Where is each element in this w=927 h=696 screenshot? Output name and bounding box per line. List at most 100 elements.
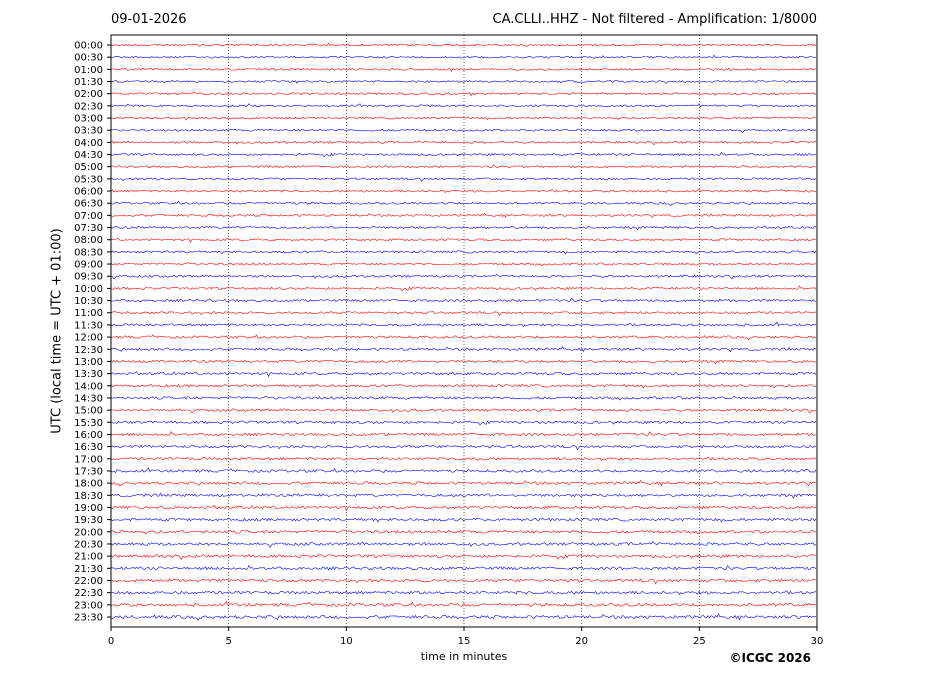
x-axis-label: time in minutes (420, 650, 508, 663)
y-tick-label-29: 14:30 (74, 393, 103, 404)
y-tick-label-11: 05:30 (74, 174, 103, 185)
y-tick-label-1: 00:30 (74, 53, 103, 64)
y-tick-label-27: 13:30 (74, 369, 103, 380)
y-tick-label-8: 04:00 (74, 138, 103, 149)
y-tick-label-14: 07:00 (74, 211, 103, 222)
trace-1200 (110, 334, 817, 341)
y-tick-label-3: 01:30 (74, 77, 103, 88)
y-tick-label-5: 02:30 (74, 101, 103, 112)
y-tick-label-31: 15:30 (74, 418, 103, 429)
plot-frame (110, 34, 818, 628)
trace-0730 (110, 225, 817, 231)
trace-0630 (110, 200, 817, 207)
trace-1800 (110, 479, 817, 487)
trace-1730 (110, 467, 817, 474)
y-tick-label-4: 02:00 (74, 89, 103, 100)
y-tick-label-7: 03:30 (74, 126, 103, 137)
trace-0130 (110, 79, 817, 84)
trace-2100 (110, 553, 817, 560)
trace-0800 (110, 238, 817, 243)
y-tick-label-0: 00:00 (74, 41, 103, 52)
trace-1330 (110, 371, 817, 378)
trace-0700 (110, 212, 817, 219)
y-tick-label-15: 07:30 (74, 223, 103, 234)
trace-1130 (110, 321, 817, 328)
y-tick-label-43: 21:30 (74, 564, 103, 575)
copyright-label: ©ICGC 2026 (729, 651, 811, 665)
trace-1600 (110, 431, 817, 437)
y-tick-label-20: 10:00 (74, 284, 103, 295)
y-tick-label-22: 11:00 (74, 308, 103, 319)
y-axis-label: UTC (local time = UTC + 01:00) (49, 228, 65, 434)
y-tick-label-16: 08:00 (74, 235, 103, 246)
trace-1900 (110, 504, 817, 512)
trace-1230 (110, 346, 817, 353)
y-tick-label-18: 09:00 (74, 260, 103, 271)
y-tick-label-2: 01:00 (74, 65, 103, 76)
seismic-traces (110, 42, 817, 621)
y-tick-label-41: 20:30 (74, 539, 103, 550)
x-tick-label-0: 0 (108, 636, 114, 647)
y-tick-label-10: 05:00 (74, 162, 103, 173)
trace-0430 (110, 151, 817, 158)
y-tick-label-26: 13:00 (74, 357, 103, 368)
trace-1630 (110, 444, 817, 451)
y-tick-label-12: 06:00 (74, 187, 103, 198)
y-tick-label-24: 12:00 (74, 333, 103, 344)
x-axis-ticks: 0 5 10 15 20 25 30 (108, 627, 824, 647)
trace-0400 (110, 140, 817, 146)
y-tick-label-46: 23:00 (74, 600, 103, 611)
trace-2230 (110, 590, 817, 596)
y-tick-label-21: 10:30 (74, 296, 103, 307)
trace-0000 (110, 42, 817, 48)
y-tick-label-38: 19:00 (74, 503, 103, 514)
y-tick-label-28: 14:00 (74, 381, 103, 392)
y-tick-label-35: 17:30 (74, 466, 103, 477)
y-tick-label-9: 04:30 (74, 150, 103, 161)
y-tick-label-34: 17:00 (74, 454, 103, 465)
y-tick-label-23: 11:30 (74, 320, 103, 331)
trace-2000 (110, 529, 817, 535)
x-tick-label-1: 5 (225, 636, 231, 647)
x-tick-label-3: 15 (458, 636, 471, 647)
x-tick-label-4: 20 (575, 636, 588, 647)
trace-2030 (110, 541, 817, 548)
trace-1430 (110, 395, 817, 401)
y-tick-label-36: 18:00 (74, 479, 103, 490)
trace-0200 (110, 92, 817, 97)
trace-0930 (110, 274, 817, 280)
trace-0100 (110, 67, 817, 73)
x-tick-label-2: 10 (340, 636, 353, 647)
y-tick-label-13: 06:30 (74, 199, 103, 210)
trace-1000 (110, 285, 817, 292)
y-tick-label-47: 23:30 (74, 612, 103, 623)
trace-0500 (110, 164, 817, 169)
x-tick-label-6: 30 (811, 636, 824, 647)
trace-2330 (110, 613, 817, 621)
trace-1930 (110, 517, 817, 523)
trace-1300 (110, 359, 817, 365)
y-tick-label-33: 16:30 (74, 442, 103, 453)
y-tick-label-37: 18:30 (74, 491, 103, 502)
trace-2130 (110, 564, 817, 571)
trace-0600 (110, 188, 817, 193)
y-tick-label-45: 22:30 (74, 588, 103, 599)
trace-1830 (110, 492, 817, 499)
trace-1700 (110, 456, 817, 462)
y-tick-label-32: 16:00 (74, 430, 103, 441)
trace-1030 (110, 297, 817, 303)
trace-1500 (110, 407, 817, 414)
trace-0530 (110, 177, 817, 182)
chart-title: CA.CLLI..HHZ - Not filtered - Amplificat… (492, 12, 818, 27)
grid-lines (228, 35, 700, 627)
y-tick-label-40: 20:00 (74, 527, 103, 538)
y-tick-label-39: 19:30 (74, 515, 103, 526)
date-label: 09-01-2026 (111, 12, 187, 27)
trace-0330 (110, 128, 817, 134)
trace-1100 (110, 311, 817, 317)
trace-2200 (110, 578, 817, 585)
trace-1400 (110, 383, 817, 389)
y-tick-label-44: 22:00 (74, 576, 103, 587)
